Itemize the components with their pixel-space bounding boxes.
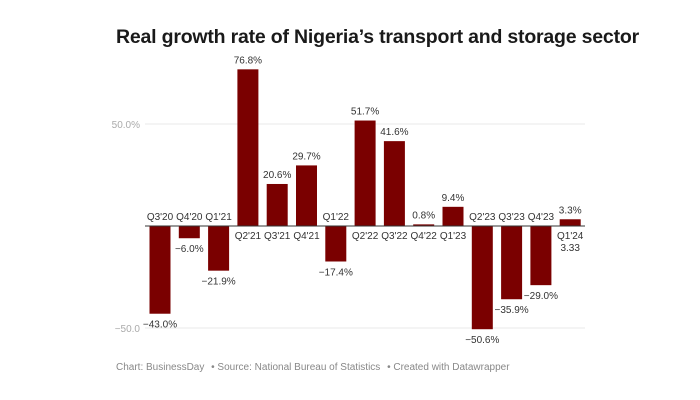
annotation-label: 3.33 bbox=[560, 243, 580, 254]
value-label: 51.7% bbox=[351, 107, 379, 118]
category-label: Q3'23 bbox=[498, 212, 525, 223]
value-label: −29.0% bbox=[524, 291, 558, 302]
bar bbox=[325, 226, 347, 262]
bar bbox=[266, 183, 288, 226]
value-label: 3.3% bbox=[559, 205, 582, 216]
category-label: Q2'22 bbox=[352, 231, 379, 242]
value-label: −35.9% bbox=[494, 305, 528, 316]
category-label: Q3'21 bbox=[264, 231, 291, 242]
category-label: Q2'23 bbox=[469, 212, 496, 223]
category-label: Q4'23 bbox=[528, 212, 555, 223]
chart-title: Real growth rate of Nigeria’s transport … bbox=[116, 26, 639, 48]
bar bbox=[530, 226, 552, 286]
value-label: −43.0% bbox=[143, 320, 177, 331]
value-label: 76.8% bbox=[234, 55, 262, 66]
value-label: −17.4% bbox=[319, 267, 353, 278]
footer-source: • Source: National Bureau of Statistics bbox=[211, 362, 381, 373]
y-tick-label: 50.0% bbox=[112, 120, 140, 131]
y-tick-label: −50.0 bbox=[115, 324, 141, 335]
bar bbox=[501, 226, 523, 300]
bar bbox=[237, 69, 259, 226]
bar bbox=[442, 206, 464, 226]
footer-credit: Chart: BusinessDay bbox=[116, 362, 205, 373]
bar bbox=[296, 165, 317, 226]
value-label: 29.7% bbox=[292, 151, 320, 162]
bar bbox=[471, 226, 493, 330]
value-label: −6.0% bbox=[175, 244, 204, 255]
category-label: Q1'23 bbox=[440, 231, 467, 242]
category-label: Q1'24 bbox=[557, 231, 584, 242]
bar bbox=[383, 141, 405, 226]
bar bbox=[413, 224, 435, 226]
category-label: Q4'20 bbox=[176, 212, 203, 223]
bar bbox=[208, 226, 230, 271]
value-label: 0.8% bbox=[412, 210, 435, 221]
category-label: Q3'20 bbox=[147, 212, 174, 223]
value-label: 41.6% bbox=[380, 127, 408, 138]
category-label: Q2'21 bbox=[235, 231, 262, 242]
category-label: Q4'21 bbox=[293, 231, 320, 242]
value-label: 9.4% bbox=[442, 193, 465, 204]
category-label: Q4'22 bbox=[411, 231, 438, 242]
value-label: 20.6% bbox=[263, 170, 291, 181]
chart-footer: Chart: BusinessDay • Source: National Bu… bbox=[116, 362, 514, 373]
category-label: Q1'21 bbox=[205, 212, 232, 223]
value-label: −50.6% bbox=[465, 335, 499, 346]
bar bbox=[559, 219, 581, 226]
category-label: Q1'22 bbox=[323, 212, 350, 223]
bar bbox=[178, 226, 200, 239]
bar bbox=[354, 120, 376, 226]
category-label: Q3'22 bbox=[381, 231, 408, 242]
bar bbox=[149, 226, 171, 314]
footer-created-with: • Created with Datawrapper bbox=[387, 362, 510, 373]
value-label: −21.9% bbox=[201, 277, 235, 288]
